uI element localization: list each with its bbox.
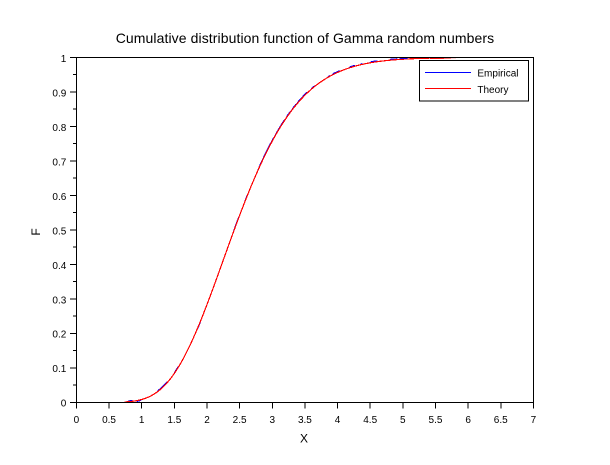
svg-text:0.5: 0.5	[52, 226, 66, 237]
svg-text:1: 1	[61, 54, 67, 65]
svg-text:0: 0	[74, 415, 80, 426]
svg-text:1.5: 1.5	[167, 415, 181, 426]
svg-text:4.5: 4.5	[363, 415, 377, 426]
svg-text:4: 4	[335, 415, 341, 426]
svg-text:F: F	[29, 228, 43, 235]
svg-text:3: 3	[269, 415, 275, 426]
svg-text:0: 0	[61, 399, 67, 410]
svg-text:0.4: 0.4	[52, 261, 66, 272]
svg-text:0.8: 0.8	[52, 123, 66, 134]
svg-text:0.3: 0.3	[52, 295, 66, 306]
svg-text:0.2: 0.2	[52, 330, 66, 341]
svg-text:Theory: Theory	[477, 85, 508, 96]
svg-text:0.7: 0.7	[52, 157, 66, 168]
svg-text:Cumulative distribution functi: Cumulative distribution function of Gamm…	[116, 30, 495, 46]
svg-text:7: 7	[531, 415, 537, 426]
svg-text:5.5: 5.5	[429, 415, 443, 426]
svg-text:2.5: 2.5	[233, 415, 247, 426]
svg-text:Empirical: Empirical	[477, 69, 518, 80]
svg-text:0.9: 0.9	[52, 88, 66, 99]
svg-text:2: 2	[204, 415, 210, 426]
svg-text:0.1: 0.1	[52, 364, 66, 375]
svg-text:0.6: 0.6	[52, 192, 66, 203]
svg-text:5: 5	[400, 415, 406, 426]
svg-text:6.5: 6.5	[494, 415, 508, 426]
svg-text:3.5: 3.5	[298, 415, 312, 426]
svg-text:X: X	[300, 432, 308, 446]
svg-text:6: 6	[465, 415, 471, 426]
svg-text:1: 1	[139, 415, 145, 426]
svg-text:0.5: 0.5	[102, 415, 116, 426]
